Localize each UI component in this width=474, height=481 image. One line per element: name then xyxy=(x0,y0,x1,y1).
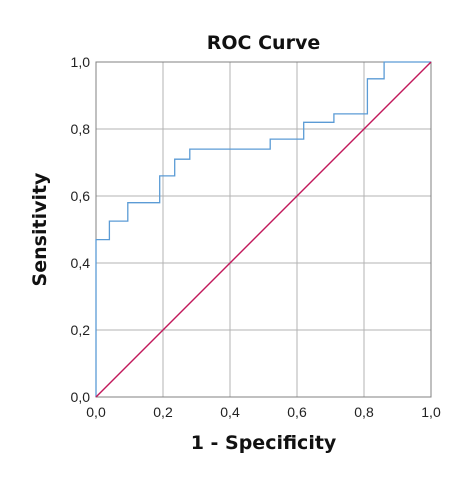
chart-title: ROC Curve xyxy=(207,32,320,54)
x-tick-label: 0,2 xyxy=(153,404,173,420)
x-tick-label: 0,0 xyxy=(86,404,106,420)
plot-frame xyxy=(95,61,432,398)
y-tick-label: 0,4 xyxy=(71,255,91,271)
y-tick-label: 0,6 xyxy=(71,188,91,204)
x-tick-labels: 0,0 0,2 0,4 0,6 0,8 1,0 xyxy=(86,404,441,420)
reference-diagonal-line xyxy=(95,61,432,398)
x-tick-label: 1,0 xyxy=(421,404,441,420)
y-tick-label: 0,2 xyxy=(71,322,91,338)
y-axis-title: Sensitivity xyxy=(29,172,51,286)
y-tick-label: 0,8 xyxy=(71,121,91,137)
series-layer xyxy=(95,61,432,398)
x-tick-label: 0,6 xyxy=(287,404,307,420)
y-tick-label: 1,0 xyxy=(71,54,91,70)
x-axis-title: 1 - Specificity xyxy=(191,432,337,454)
y-tick-label: 0,0 xyxy=(71,389,91,405)
roc-curve-line xyxy=(95,61,431,397)
y-tick-labels: 0,0 0,2 0,4 0,6 0,8 1,0 xyxy=(71,54,91,405)
x-tick-label: 0,4 xyxy=(220,404,240,420)
x-tick-label: 0,8 xyxy=(354,404,374,420)
